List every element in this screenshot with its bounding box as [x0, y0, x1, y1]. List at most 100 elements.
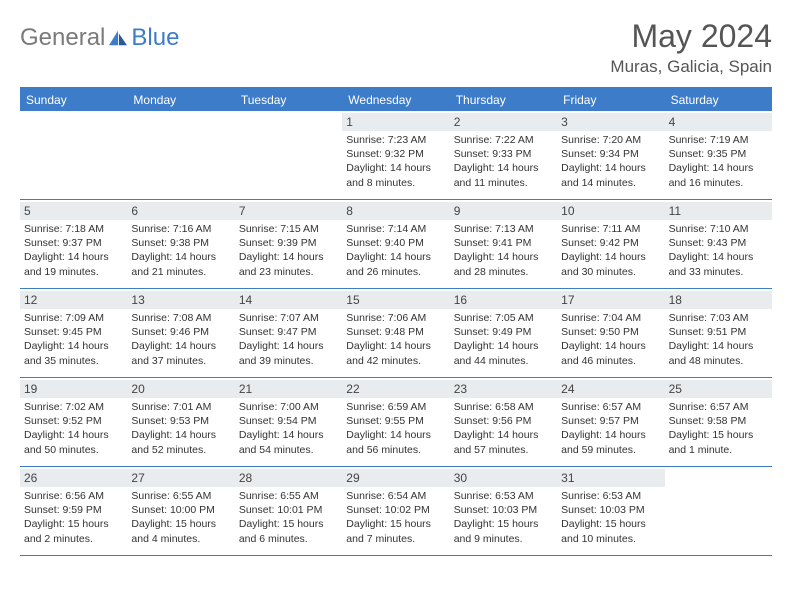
day-detail-sunset: Sunset: 9:42 PM: [561, 236, 660, 250]
day-detail-daylight1: Daylight: 14 hours: [24, 428, 123, 442]
day-detail-sunrise: Sunrise: 6:57 AM: [669, 400, 768, 414]
day-detail-daylight2: and 57 minutes.: [454, 443, 553, 457]
day-detail-daylight2: and 16 minutes.: [669, 176, 768, 190]
day-detail-sunrise: Sunrise: 7:10 AM: [669, 222, 768, 236]
day-detail-sunset: Sunset: 9:54 PM: [239, 414, 338, 428]
calendar-day: 26Sunrise: 6:56 AMSunset: 9:59 PMDayligh…: [20, 467, 127, 555]
day-detail-sunrise: Sunrise: 7:05 AM: [454, 311, 553, 325]
sail-icon: [107, 29, 129, 47]
day-number: 11: [665, 202, 772, 220]
calendar-day: [235, 111, 342, 199]
day-detail-daylight2: and 8 minutes.: [346, 176, 445, 190]
day-number: 18: [665, 291, 772, 309]
day-number: 2: [450, 113, 557, 131]
day-detail-daylight1: Daylight: 14 hours: [24, 339, 123, 353]
day-detail-sunset: Sunset: 9:40 PM: [346, 236, 445, 250]
day-detail-daylight1: Daylight: 14 hours: [561, 250, 660, 264]
day-detail-daylight1: Daylight: 14 hours: [561, 428, 660, 442]
day-detail-daylight1: Daylight: 14 hours: [239, 428, 338, 442]
day-detail-daylight2: and 30 minutes.: [561, 265, 660, 279]
day-detail-sunrise: Sunrise: 7:23 AM: [346, 133, 445, 147]
calendar-day: 13Sunrise: 7:08 AMSunset: 9:46 PMDayligh…: [127, 289, 234, 377]
day-detail-sunrise: Sunrise: 7:19 AM: [669, 133, 768, 147]
day-number: 17: [557, 291, 664, 309]
day-detail-sunset: Sunset: 9:58 PM: [669, 414, 768, 428]
day-detail-sunset: Sunset: 9:56 PM: [454, 414, 553, 428]
weekday-header: Thursday: [450, 89, 557, 111]
calendar-day: 15Sunrise: 7:06 AMSunset: 9:48 PMDayligh…: [342, 289, 449, 377]
day-detail-daylight2: and 10 minutes.: [561, 532, 660, 546]
day-number: 27: [127, 469, 234, 487]
day-detail-sunrise: Sunrise: 6:53 AM: [454, 489, 553, 503]
weekday-header-row: SundayMondayTuesdayWednesdayThursdayFrid…: [20, 89, 772, 111]
month-title: May 2024: [610, 18, 772, 55]
day-detail-sunrise: Sunrise: 7:08 AM: [131, 311, 230, 325]
day-detail-sunrise: Sunrise: 6:56 AM: [24, 489, 123, 503]
day-number: 19: [20, 380, 127, 398]
day-detail-daylight1: Daylight: 14 hours: [669, 250, 768, 264]
calendar-day: 31Sunrise: 6:53 AMSunset: 10:03 PMDaylig…: [557, 467, 664, 555]
day-detail-sunrise: Sunrise: 7:03 AM: [669, 311, 768, 325]
brand-logo: General Blue: [20, 18, 179, 52]
day-number: 24: [557, 380, 664, 398]
day-detail-daylight2: and 54 minutes.: [239, 443, 338, 457]
calendar-day: 12Sunrise: 7:09 AMSunset: 9:45 PMDayligh…: [20, 289, 127, 377]
day-number: 10: [557, 202, 664, 220]
day-number: [665, 469, 772, 473]
day-detail-sunset: Sunset: 9:46 PM: [131, 325, 230, 339]
day-detail-daylight1: Daylight: 14 hours: [561, 161, 660, 175]
calendar-day: 22Sunrise: 6:59 AMSunset: 9:55 PMDayligh…: [342, 378, 449, 466]
day-detail-daylight2: and 56 minutes.: [346, 443, 445, 457]
day-number: 13: [127, 291, 234, 309]
day-detail-daylight1: Daylight: 14 hours: [454, 250, 553, 264]
day-number: 15: [342, 291, 449, 309]
title-block: May 2024 Muras, Galicia, Spain: [610, 18, 772, 77]
day-detail-daylight1: Daylight: 15 hours: [454, 517, 553, 531]
day-detail-sunrise: Sunrise: 7:06 AM: [346, 311, 445, 325]
day-detail-sunset: Sunset: 9:37 PM: [24, 236, 123, 250]
day-detail-daylight2: and 37 minutes.: [131, 354, 230, 368]
calendar-day: 30 Sunrise: 6:53 AMSunset: 10:03 PMDaylig…: [450, 467, 557, 555]
day-detail-daylight2: and 14 minutes.: [561, 176, 660, 190]
day-detail-sunset: Sunset: 9:51 PM: [669, 325, 768, 339]
calendar-day: 20Sunrise: 7:01 AMSunset: 9:53 PMDayligh…: [127, 378, 234, 466]
day-number: 8: [342, 202, 449, 220]
day-detail-daylight1: Daylight: 14 hours: [239, 339, 338, 353]
day-number: 4: [665, 113, 772, 131]
day-detail-daylight1: Daylight: 15 hours: [669, 428, 768, 442]
calendar-week: 1Sunrise: 7:23 AMSunset: 9:32 PMDaylight…: [20, 111, 772, 200]
calendar-day: 7Sunrise: 7:15 AMSunset: 9:39 PMDaylight…: [235, 200, 342, 288]
day-detail-sunrise: Sunrise: 7:18 AM: [24, 222, 123, 236]
calendar-day: 29Sunrise: 6:54 AMSunset: 10:02 PMDaylig…: [342, 467, 449, 555]
day-detail-sunrise: Sunrise: 7:20 AM: [561, 133, 660, 147]
day-detail-daylight1: Daylight: 14 hours: [24, 250, 123, 264]
calendar-day: 1Sunrise: 7:23 AMSunset: 9:32 PMDaylight…: [342, 111, 449, 199]
page-header: General Blue May 2024 Muras, Galicia, Sp…: [20, 18, 772, 77]
day-detail-daylight2: and 59 minutes.: [561, 443, 660, 457]
calendar-day: 3Sunrise: 7:20 AMSunset: 9:34 PMDaylight…: [557, 111, 664, 199]
calendar-day: 24Sunrise: 6:57 AMSunset: 9:57 PMDayligh…: [557, 378, 664, 466]
day-detail-daylight1: Daylight: 14 hours: [669, 161, 768, 175]
day-detail-sunset: Sunset: 10:03 PM: [561, 503, 660, 517]
calendar-day: 25 Sunrise: 6:57 AMSunset: 9:58 PMDayligh…: [665, 378, 772, 466]
day-detail-sunset: Sunset: 10:00 PM: [131, 503, 230, 517]
day-detail-daylight1: Daylight: 14 hours: [346, 339, 445, 353]
day-detail-daylight1: Daylight: 14 hours: [131, 250, 230, 264]
day-detail-daylight1: Daylight: 15 hours: [24, 517, 123, 531]
day-detail-daylight1: Daylight: 14 hours: [454, 339, 553, 353]
calendar-day: 8Sunrise: 7:14 AMSunset: 9:40 PMDaylight…: [342, 200, 449, 288]
day-detail-daylight2: and 21 minutes.: [131, 265, 230, 279]
day-detail-sunrise: Sunrise: 7:14 AM: [346, 222, 445, 236]
day-number: 5: [20, 202, 127, 220]
day-detail-sunrise: Sunrise: 7:13 AM: [454, 222, 553, 236]
day-number: [127, 113, 234, 117]
day-detail-sunset: Sunset: 10:03 PM: [454, 503, 553, 517]
location-label: Muras, Galicia, Spain: [610, 57, 772, 77]
day-detail-sunrise: Sunrise: 7:16 AM: [131, 222, 230, 236]
calendar-day: 14Sunrise: 7:07 AMSunset: 9:47 PMDayligh…: [235, 289, 342, 377]
day-number: 30: [450, 469, 557, 487]
calendar-week: 26Sunrise: 6:56 AMSunset: 9:59 PMDayligh…: [20, 467, 772, 556]
day-number: 7: [235, 202, 342, 220]
calendar-day: 10Sunrise: 7:11 AMSunset: 9:42 PMDayligh…: [557, 200, 664, 288]
day-number: 25: [665, 380, 772, 398]
